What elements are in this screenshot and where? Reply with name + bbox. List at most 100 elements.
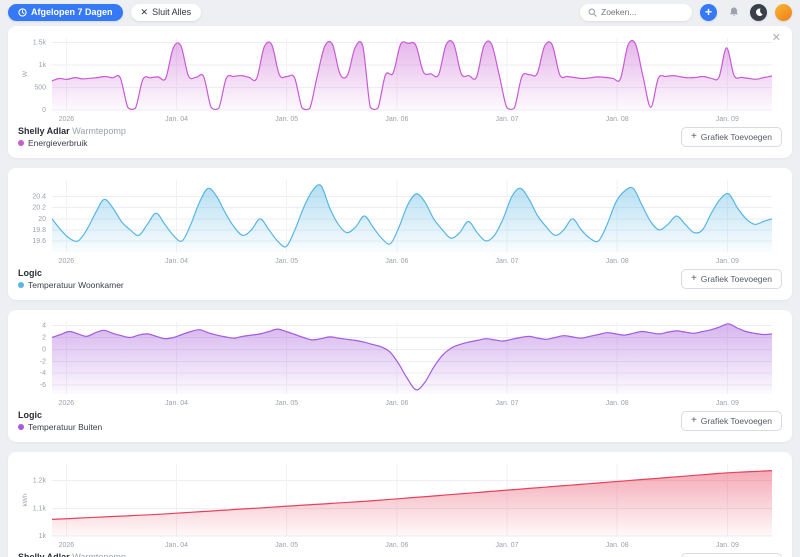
svg-text:Jan. 06: Jan. 06 <box>385 542 408 549</box>
close-all-button[interactable]: ✕ Sluit Alles <box>130 3 202 21</box>
device-name: Shelly Adlar <box>18 552 70 557</box>
svg-text:2: 2 <box>42 334 46 341</box>
svg-text:Jan. 09: Jan. 09 <box>716 258 739 265</box>
svg-text:0: 0 <box>42 107 46 114</box>
svg-text:1k: 1k <box>39 62 47 69</box>
svg-text:kWh: kWh <box>22 493 29 506</box>
topbar: Afgelopen 7 Dagen ✕ Sluit Alles + <box>0 0 800 24</box>
svg-text:Jan. 04: Jan. 04 <box>165 258 188 265</box>
svg-text:Jan. 09: Jan. 09 <box>716 116 739 123</box>
legend-dot <box>18 424 24 430</box>
svg-text:20.4: 20.4 <box>32 194 46 201</box>
search-input[interactable] <box>601 7 684 17</box>
svg-text:Jan. 04: Jan. 04 <box>165 542 188 549</box>
add-chart-button[interactable]: + Grafiek Toevoegen <box>680 127 782 147</box>
svg-text:20: 20 <box>38 216 46 223</box>
svg-text:2026: 2026 <box>59 258 75 265</box>
svg-text:Jan. 06: Jan. 06 <box>385 400 408 407</box>
notifications-button[interactable] <box>725 4 742 21</box>
svg-text:Jan. 06: Jan. 06 <box>385 116 408 123</box>
svg-text:2026: 2026 <box>59 400 75 407</box>
chart-card-energie-fase-a: 1.2k 1.1k 1k 2026 Jan. 04 Jan. 05 Jan. 06 Jan. … <box>8 452 792 557</box>
legend-item: Energieverbruik <box>18 138 126 148</box>
dark-mode-button[interactable] <box>750 3 767 21</box>
svg-text:0: 0 <box>42 346 46 353</box>
legend-label: Temperatuur Woonkamer <box>28 280 124 290</box>
energy-usage-chart[interactable]: 1.5k 1k 500 0 2026 Jan. 04 Jan. 05 Jan. 06 Jan. … <box>18 32 782 124</box>
svg-text:Jan. 05: Jan. 05 <box>275 542 298 549</box>
svg-text:2026: 2026 <box>59 542 75 549</box>
svg-text:1k: 1k <box>39 533 47 540</box>
chart-card-temp-woonkamer: 20.4 20.2 20 19.8 19.6 2026 Jan. 04 Jan. 05 Jan.… <box>8 168 792 300</box>
svg-text:Jan. 07: Jan. 07 <box>496 400 519 407</box>
svg-text:Jan. 08: Jan. 08 <box>606 400 629 407</box>
svg-text:Jan. 06: Jan. 06 <box>385 258 408 265</box>
svg-text:Jan. 09: Jan. 09 <box>716 542 739 549</box>
svg-text:4: 4 <box>42 323 46 330</box>
search-icon <box>588 8 597 17</box>
device-type: Warmtepomp <box>72 552 126 557</box>
device-type: Warmtepomp <box>72 126 126 136</box>
add-button[interactable]: + <box>700 3 717 21</box>
svg-text:19.6: 19.6 <box>32 238 46 245</box>
svg-text:-6: -6 <box>40 382 46 389</box>
close-icon[interactable]: ✕ <box>771 32 781 44</box>
add-chart-button[interactable]: + Grafiek Toevoegen <box>680 411 782 431</box>
plus-icon: + <box>690 131 697 142</box>
legend-dot <box>18 140 24 146</box>
svg-text:Jan. 05: Jan. 05 <box>275 116 298 123</box>
legend-label: Energieverbruik <box>28 138 88 148</box>
svg-text:Jan. 05: Jan. 05 <box>275 258 298 265</box>
svg-text:20.2: 20.2 <box>32 205 46 212</box>
chart-footer: Shelly Adlar Warmtepomp Energie fase A +… <box>18 550 782 557</box>
svg-text:Jan. 08: Jan. 08 <box>606 116 629 123</box>
history-icon <box>18 7 27 17</box>
legend-item: Temperatuur Buiten <box>18 422 102 432</box>
svg-text:1.2k: 1.2k <box>33 478 47 485</box>
svg-text:Jan. 07: Jan. 07 <box>496 116 519 123</box>
legend-item: Temperatuur Woonkamer <box>18 280 124 290</box>
svg-text:Jan. 04: Jan. 04 <box>165 400 188 407</box>
svg-text:Jan. 09: Jan. 09 <box>716 400 739 407</box>
svg-text:Jan. 08: Jan. 08 <box>606 542 629 549</box>
svg-text:W: W <box>22 70 29 77</box>
close-icon: ✕ <box>140 6 149 17</box>
device-name: Logic <box>18 410 42 420</box>
chart-meta: Logic Temperatuur Buiten <box>18 410 102 432</box>
svg-text:Jan. 05: Jan. 05 <box>275 400 298 407</box>
chart-card-temp-buiten: 4 2 0 -2 -4 -6 2026 Jan. 04 Jan. 05 Jan. 06 Jan. 0… <box>8 310 792 442</box>
date-range-button[interactable]: Afgelopen 7 Dagen <box>8 3 123 21</box>
livingroom-temp-chart[interactable]: 20.4 20.2 20 19.8 19.6 2026 Jan. 04 Jan. 05 Jan.… <box>18 174 782 266</box>
svg-text:Jan. 04: Jan. 04 <box>165 116 188 123</box>
chart-footer: Logic Temperatuur Buiten + Grafiek Toevo… <box>18 408 782 434</box>
plus-icon: + <box>690 273 697 284</box>
svg-text:500: 500 <box>34 85 46 92</box>
avatar[interactable] <box>775 3 792 21</box>
svg-text:Jan. 07: Jan. 07 <box>496 542 519 549</box>
chart-meta: Shelly Adlar Warmtepomp Energieverbruik <box>18 126 126 148</box>
outdoor-temp-chart[interactable]: 4 2 0 -2 -4 -6 2026 Jan. 04 Jan. 05 Jan. 06 Jan. 0… <box>18 316 782 408</box>
svg-text:1.5k: 1.5k <box>33 40 47 47</box>
svg-text:-2: -2 <box>40 358 46 365</box>
add-chart-button[interactable]: + Grafiek Toevoegen <box>680 269 782 289</box>
search-box[interactable] <box>580 3 692 21</box>
chart-footer: Shelly Adlar Warmtepomp Energieverbruik … <box>18 124 782 150</box>
device-name: Shelly Adlar <box>18 126 70 136</box>
chart-meta: Shelly Adlar Warmtepomp Energie fase A <box>18 552 126 557</box>
legend-label: Temperatuur Buiten <box>28 422 103 432</box>
svg-text:-4: -4 <box>40 370 46 377</box>
svg-text:19.8: 19.8 <box>32 227 46 234</box>
add-chart-button[interactable]: + Grafiek Toevoegen <box>680 553 782 557</box>
device-name: Logic <box>18 268 42 278</box>
svg-text:2026: 2026 <box>59 116 75 123</box>
bell-icon <box>728 6 740 18</box>
svg-text:1.1k: 1.1k <box>33 505 47 512</box>
chart-meta: Logic Temperatuur Woonkamer <box>18 268 124 290</box>
svg-text:Jan. 08: Jan. 08 <box>606 258 629 265</box>
legend-dot <box>18 282 24 288</box>
svg-text:Jan. 07: Jan. 07 <box>496 258 519 265</box>
energy-phase-a-chart[interactable]: 1.2k 1.1k 1k 2026 Jan. 04 Jan. 05 Jan. 06 Jan. … <box>18 458 782 550</box>
moon-icon <box>754 7 764 17</box>
chart-card-energieverbruik: ✕ 1.5k 1k 500 0 2026 Jan. 04 Jan. 05 Jan. 06 Jan… <box>8 26 792 158</box>
plus-icon: + <box>690 415 697 426</box>
